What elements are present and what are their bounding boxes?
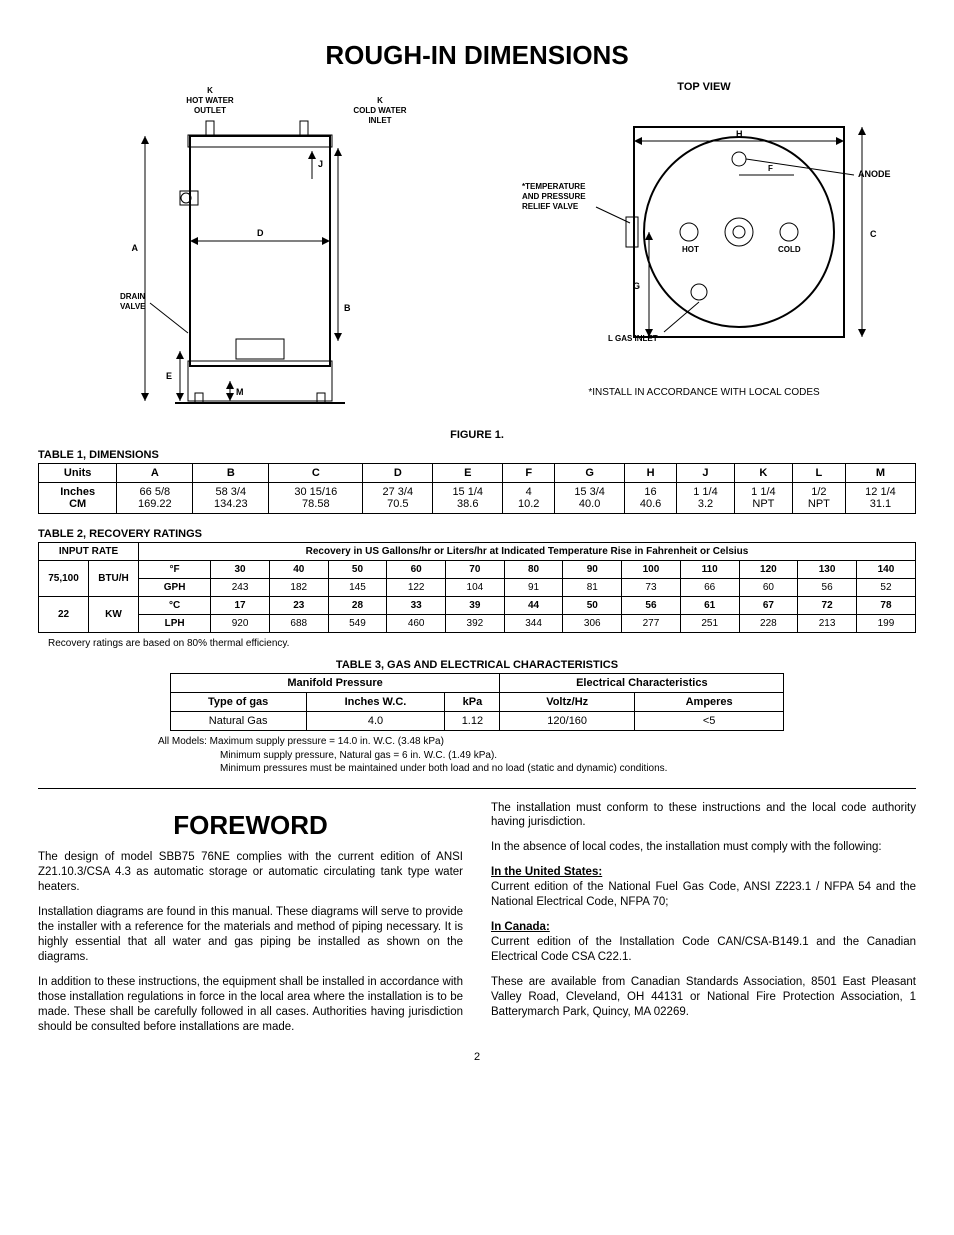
foreword-title: FOREWORD bbox=[38, 809, 463, 843]
figure-row: K HOT WATER OUTLET K COLD WATER INLET DR… bbox=[38, 81, 916, 421]
table2-footnote: Recovery ratings are based on 80% therma… bbox=[48, 638, 916, 649]
svg-text:HOT: HOT bbox=[682, 245, 699, 254]
foreword-columns: FOREWORD The design of model SBB75 76NE … bbox=[38, 801, 916, 1038]
foreword-para: Installation diagrams are found in this … bbox=[38, 905, 463, 965]
table-recovery: INPUT RATE Recovery in US Gallons/hr or … bbox=[38, 542, 916, 633]
svg-text:*TEMPERATURE: *TEMPERATURE bbox=[522, 182, 586, 191]
table-gas-electrical: Manifold Pressure Electrical Characteris… bbox=[170, 673, 785, 731]
page-title: ROUGH-IN DIMENSIONS bbox=[38, 40, 916, 71]
svg-text:F: F bbox=[768, 164, 773, 173]
ca-body: Current edition of the Installation Code… bbox=[491, 935, 916, 965]
label-k-hot: K bbox=[207, 86, 213, 95]
svg-text:COLD: COLD bbox=[778, 245, 801, 254]
svg-text:INLET: INLET bbox=[368, 116, 391, 125]
figure-caption: FIGURE 1. bbox=[38, 429, 916, 441]
top-view-diagram: TOP VIEW ANODE HOT COLD *TEMPERATURE AND… bbox=[492, 81, 916, 398]
svg-text:B: B bbox=[344, 303, 351, 313]
table-dimensions: UnitsABCDEFGHJKLM InchesCM66 5/8169.2258… bbox=[38, 463, 916, 514]
table2-heading: TABLE 2, RECOVERY RATINGS bbox=[38, 528, 916, 540]
svg-text:J: J bbox=[318, 159, 323, 169]
svg-text:H: H bbox=[736, 129, 743, 139]
svg-text:G: G bbox=[633, 281, 640, 291]
table1-heading: TABLE 1, DIMENSIONS bbox=[38, 449, 916, 461]
foreword-para: In the absence of local codes, the insta… bbox=[491, 840, 916, 855]
section-divider bbox=[38, 788, 916, 789]
svg-text:OUTLET: OUTLET bbox=[194, 106, 226, 115]
us-header: In the United States: bbox=[491, 865, 916, 880]
svg-text:DRAIN: DRAIN bbox=[120, 292, 146, 301]
ca-header: In Canada: bbox=[491, 920, 916, 935]
table3-notes: All Models: Maximum supply pressure = 14… bbox=[158, 735, 916, 776]
table3-heading: TABLE 3, GAS AND ELECTRICAL CHARACTERIST… bbox=[158, 659, 796, 671]
page-number: 2 bbox=[38, 1051, 916, 1063]
svg-text:ANODE: ANODE bbox=[858, 169, 891, 179]
install-note: *INSTALL IN ACCORDANCE WITH LOCAL CODES bbox=[492, 387, 916, 398]
svg-text:RELIEF VALVE: RELIEF VALVE bbox=[522, 202, 579, 211]
us-body: Current edition of the National Fuel Gas… bbox=[491, 880, 916, 910]
side-view-diagram: K HOT WATER OUTLET K COLD WATER INLET DR… bbox=[38, 81, 462, 421]
svg-text:VALVE: VALVE bbox=[120, 302, 146, 311]
foreword-para: The installation must conform to these i… bbox=[491, 801, 916, 831]
svg-text:AND PRESSURE: AND PRESSURE bbox=[522, 192, 586, 201]
svg-text:COLD WATER: COLD WATER bbox=[353, 106, 406, 115]
svg-text:C: C bbox=[870, 229, 877, 239]
svg-text:E: E bbox=[166, 371, 172, 381]
svg-text:L GAS INLET: L GAS INLET bbox=[608, 334, 658, 343]
svg-text:HOT WATER: HOT WATER bbox=[186, 96, 234, 105]
foreword-para: In addition to these instructions, the e… bbox=[38, 975, 463, 1035]
foreword-para: The design of model SBB75 76NE complies … bbox=[38, 850, 463, 895]
availability-para: These are available from Canadian Standa… bbox=[491, 975, 916, 1020]
svg-text:D: D bbox=[257, 228, 264, 238]
svg-text:K: K bbox=[377, 96, 383, 105]
top-view-title: TOP VIEW bbox=[492, 81, 916, 93]
svg-text:M: M bbox=[236, 387, 244, 397]
svg-text:A: A bbox=[132, 243, 139, 253]
